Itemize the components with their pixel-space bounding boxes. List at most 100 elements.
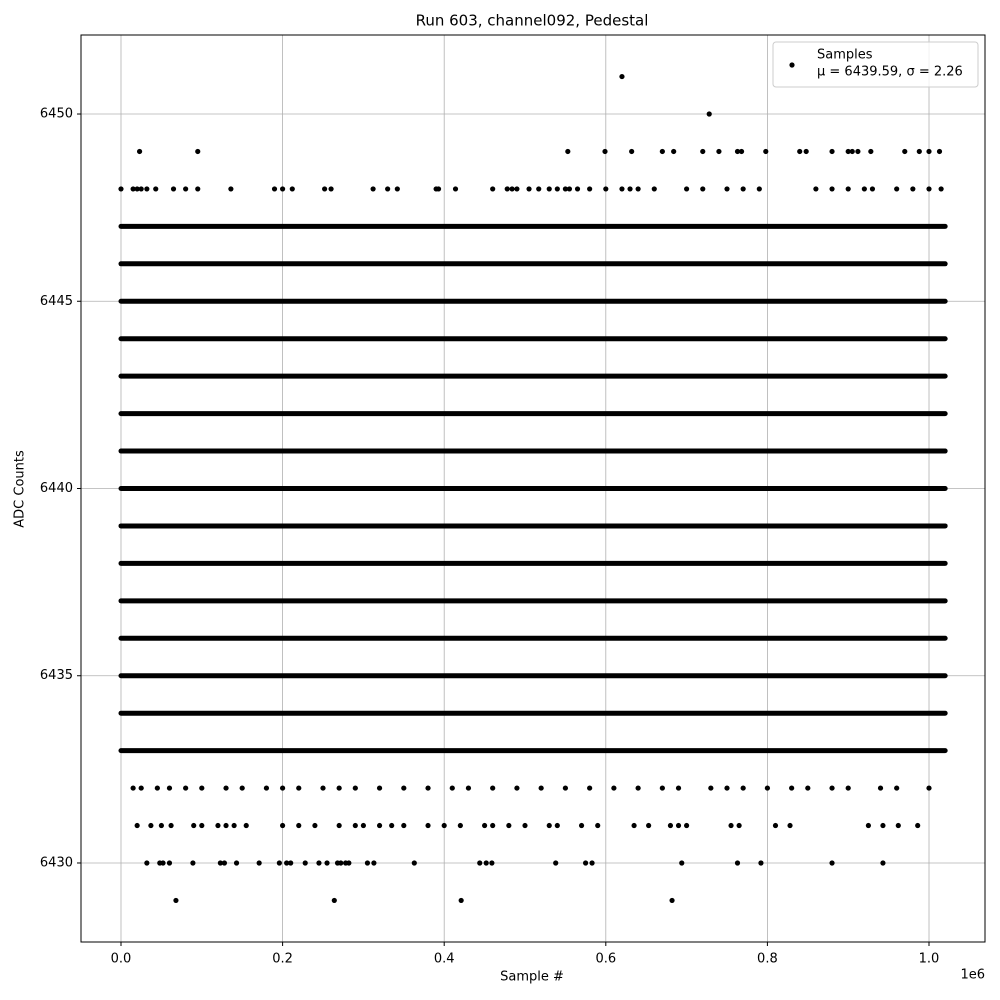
point — [360, 822, 366, 829]
point — [190, 860, 196, 866]
point — [740, 186, 746, 192]
point — [452, 186, 459, 192]
point — [160, 860, 166, 866]
point — [829, 186, 835, 192]
point — [787, 822, 793, 829]
point — [659, 148, 665, 155]
point — [223, 785, 229, 791]
point — [401, 785, 407, 791]
point — [805, 785, 811, 791]
point — [168, 822, 174, 829]
y-axis-label: ADC Counts — [13, 450, 28, 528]
point — [684, 186, 690, 192]
point — [865, 822, 872, 829]
point — [425, 822, 431, 829]
point — [233, 860, 240, 866]
point — [514, 785, 520, 791]
point — [289, 186, 295, 192]
point — [271, 186, 278, 192]
point — [441, 822, 447, 829]
point — [629, 148, 635, 155]
point — [706, 111, 712, 117]
point — [738, 148, 745, 155]
point — [401, 822, 407, 829]
point — [490, 822, 496, 829]
point — [509, 186, 515, 192]
point — [328, 186, 334, 192]
point — [895, 822, 901, 829]
point — [646, 822, 652, 829]
point — [758, 860, 764, 866]
point — [411, 860, 417, 866]
point — [331, 897, 337, 904]
x-tick-label: 0.6 — [595, 952, 616, 967]
point — [279, 186, 286, 192]
point — [302, 860, 308, 866]
point — [587, 186, 593, 192]
point — [490, 186, 496, 192]
point — [352, 785, 358, 791]
point — [915, 822, 921, 829]
point — [296, 785, 302, 791]
x-tick-label: 0.0 — [111, 952, 132, 967]
point — [352, 822, 358, 829]
point — [477, 860, 483, 866]
point — [772, 822, 779, 829]
point — [855, 148, 861, 155]
point — [849, 148, 855, 155]
point — [130, 186, 136, 192]
point — [346, 860, 352, 866]
point — [130, 785, 136, 791]
point — [158, 822, 164, 829]
point — [627, 186, 633, 192]
point — [684, 822, 690, 829]
legend-box — [772, 41, 979, 88]
point — [134, 822, 140, 829]
point — [191, 822, 197, 829]
point — [595, 822, 601, 829]
point — [144, 186, 150, 192]
point — [138, 186, 144, 192]
y-tick-label: 6435 — [40, 668, 73, 683]
point — [288, 860, 294, 866]
point — [562, 186, 569, 192]
point — [376, 785, 383, 791]
point — [173, 897, 179, 904]
point — [797, 148, 803, 155]
point — [522, 822, 528, 829]
point — [671, 148, 677, 155]
point — [734, 148, 741, 155]
point — [166, 860, 173, 866]
point — [324, 860, 330, 866]
plot-frame — [80, 34, 986, 943]
point — [449, 785, 455, 791]
point — [312, 822, 318, 829]
point — [877, 785, 884, 791]
point — [526, 186, 532, 192]
x-axis-label: Sample # — [500, 970, 564, 985]
point — [166, 785, 173, 791]
point — [813, 186, 819, 192]
point — [589, 860, 595, 866]
point — [619, 73, 625, 80]
point — [756, 186, 762, 192]
point — [263, 785, 270, 791]
point — [679, 860, 685, 866]
point — [734, 860, 741, 866]
point — [228, 186, 234, 192]
point — [458, 897, 464, 904]
point — [279, 822, 286, 829]
point — [538, 785, 544, 791]
point — [118, 186, 124, 192]
y-tick-label: 6450 — [40, 107, 73, 122]
point — [435, 186, 442, 192]
legend-stats: μ = 6439.59, σ = 2.26 — [817, 65, 963, 80]
point — [546, 822, 552, 829]
point — [667, 822, 674, 829]
point — [764, 785, 771, 791]
point — [221, 860, 228, 866]
point — [669, 897, 675, 904]
point — [587, 785, 593, 791]
point — [506, 822, 512, 829]
